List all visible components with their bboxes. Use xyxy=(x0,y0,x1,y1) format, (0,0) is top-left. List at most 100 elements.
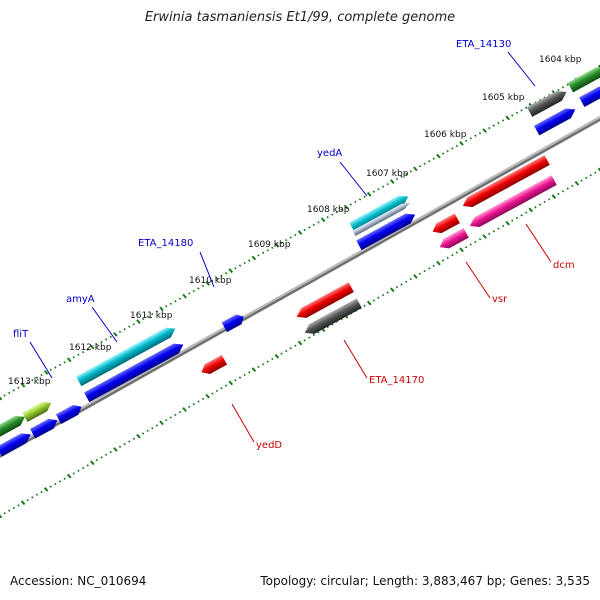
tick-label: 1612 kbp xyxy=(69,343,112,353)
tick-mark xyxy=(77,469,80,472)
gene-yedD-shape xyxy=(201,354,228,374)
gene-eta14180[interactable] xyxy=(221,312,247,333)
gene-plus-arrow[interactable] xyxy=(30,415,60,439)
gene-amyA[interactable] xyxy=(76,324,178,387)
tick-mark xyxy=(597,167,600,172)
tick-mark xyxy=(228,268,234,274)
gene-plus-arrow-shape xyxy=(84,343,184,403)
gene-minus-arrow[interactable] xyxy=(294,282,354,321)
tick-mark xyxy=(377,188,380,191)
gene-label-minus[interactable]: ETA_14170 xyxy=(369,375,424,386)
tick-mark xyxy=(248,371,251,374)
tick-mark xyxy=(271,246,274,249)
gene-eta14180-shape xyxy=(221,314,244,333)
tick-mark xyxy=(0,396,3,401)
tick-mark xyxy=(312,333,316,337)
tick-mark xyxy=(501,224,505,228)
tick-mark xyxy=(35,493,39,496)
gene-plus-arrow[interactable] xyxy=(356,210,417,251)
gene-label-plus[interactable]: yedA xyxy=(317,148,342,159)
gene-yedA[interactable] xyxy=(349,192,410,233)
tick-label: 1611 kbp xyxy=(130,311,173,321)
tick-mark xyxy=(511,219,514,222)
tick-mark xyxy=(505,220,510,226)
tick-mark xyxy=(597,64,600,69)
gene-label-plus[interactable]: ETA_14180 xyxy=(138,238,193,249)
tick-mark xyxy=(474,240,477,244)
gene-plus-arrow[interactable] xyxy=(579,83,600,108)
tick-mark xyxy=(441,152,445,155)
tick-mark xyxy=(174,300,177,303)
tick-mark xyxy=(497,227,500,230)
tick-mark xyxy=(404,280,408,283)
tick-mark xyxy=(377,296,380,299)
gene-plus-arrow[interactable] xyxy=(534,105,578,136)
gene-label-minus[interactable]: yedD xyxy=(256,440,282,451)
tick-mark xyxy=(520,214,523,217)
gene-plus-arrow-shape xyxy=(567,67,600,93)
gene-plus-arrow[interactable] xyxy=(352,200,411,236)
tick-mark xyxy=(12,389,16,392)
tick-mark xyxy=(118,330,122,334)
gene-plus-arrow[interactable] xyxy=(55,402,84,425)
gene-label-leader xyxy=(507,51,536,87)
gene-fliT[interactable] xyxy=(22,398,54,423)
tick-mark xyxy=(164,305,168,308)
gene-plus-arrow[interactable] xyxy=(84,340,186,403)
tick-mark xyxy=(418,165,422,168)
gene-eta14130[interactable] xyxy=(526,87,569,117)
gene-label-plus[interactable]: ETA_14130 xyxy=(456,39,511,50)
tick-label: 1610 kbp xyxy=(189,276,232,286)
gene-vsr[interactable] xyxy=(437,227,469,252)
tick-mark xyxy=(128,325,131,328)
tick-mark xyxy=(123,328,126,331)
tick-mark xyxy=(280,241,283,244)
tick-mark xyxy=(524,211,528,214)
tick-mark xyxy=(197,400,200,403)
tick-mark xyxy=(515,216,519,220)
tick-mark xyxy=(234,379,237,382)
gene-eta14170[interactable] xyxy=(302,298,362,337)
gene-label-plus[interactable]: fliT xyxy=(13,329,29,340)
tick-mark xyxy=(118,445,122,449)
tick-mark xyxy=(243,261,246,265)
gene-label-minus[interactable]: vsr xyxy=(492,294,508,305)
gene-plus-arrow[interactable] xyxy=(0,412,28,438)
gene-label-plus[interactable]: amyA xyxy=(66,294,95,305)
tick-mark xyxy=(551,194,557,200)
tick-mark xyxy=(566,83,569,87)
tick-mark xyxy=(215,389,219,393)
tick-mark xyxy=(243,373,246,377)
tick-mark xyxy=(284,349,288,353)
tick-mark xyxy=(354,200,357,204)
gene-yedD[interactable] xyxy=(199,354,228,377)
tick-mark xyxy=(8,391,11,395)
tick-mark xyxy=(257,365,260,369)
tick-mark xyxy=(257,254,260,257)
tick-mark xyxy=(358,198,362,201)
tick-mark xyxy=(464,245,468,249)
tick-mark xyxy=(86,348,89,351)
tick-mark xyxy=(66,357,72,363)
tick-mark xyxy=(100,456,103,459)
tick-mark xyxy=(95,343,99,346)
gene-plus-arrow[interactable] xyxy=(567,64,600,93)
tick-mark xyxy=(151,312,154,316)
gene-eta14130-shape xyxy=(526,90,567,117)
tick-mark xyxy=(234,266,237,270)
tick-mark xyxy=(390,179,395,184)
gene-minus-arrow[interactable] xyxy=(430,213,460,236)
gene-plus-arrow-shape xyxy=(579,86,600,108)
gene-minus-arrow[interactable] xyxy=(467,175,557,231)
tick-mark xyxy=(197,287,200,290)
tick-mark xyxy=(182,293,187,299)
gene-plus-arrow[interactable] xyxy=(0,430,33,457)
tick-mark xyxy=(251,367,257,373)
tick-mark xyxy=(8,509,11,512)
gene-label-minus[interactable]: dcm xyxy=(553,260,575,271)
tick-label: 1608 kbp xyxy=(307,205,350,215)
tick-mark xyxy=(446,149,449,153)
gene-dcm[interactable] xyxy=(460,155,550,211)
tick-mark xyxy=(132,437,136,441)
